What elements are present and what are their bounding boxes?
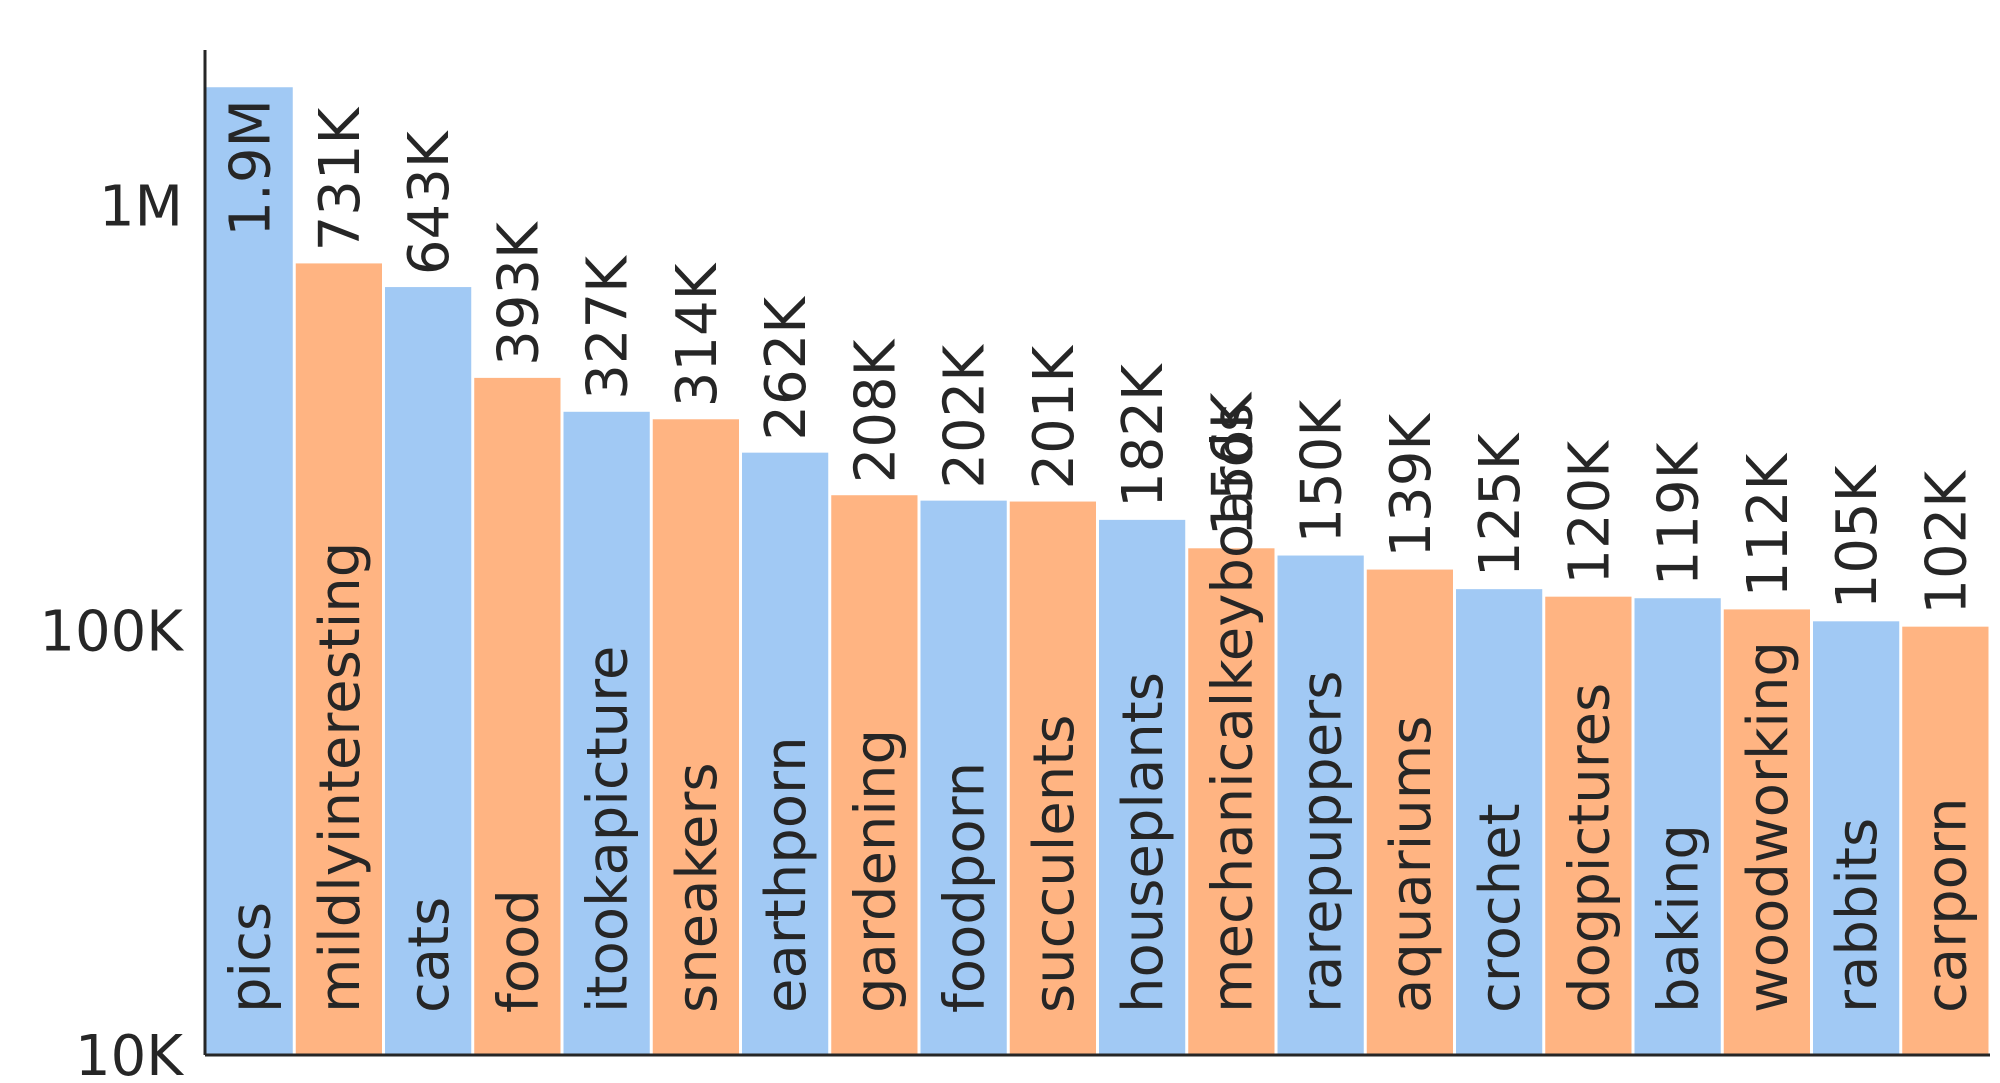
bar-sneakers — [652, 419, 739, 1055]
value-label-cats: 643K — [397, 130, 462, 275]
bar-gardening — [831, 495, 918, 1056]
value-label-earthporn: 262K — [754, 296, 819, 441]
category-label-baking: baking — [1647, 824, 1712, 1013]
value-label-crochet: 125K — [1468, 432, 1533, 577]
bar-aquariums — [1366, 569, 1453, 1055]
axes-layer: 1M 100K 10K — [39, 50, 1990, 1083]
bar-itookapicture — [563, 411, 650, 1055]
category-label-rarepuppers: rarepuppers — [1290, 671, 1355, 1013]
value-label-rabbits: 105K — [1825, 464, 1890, 609]
category-label-mechanicalkeyboards: mechanicalkeyboards — [1200, 403, 1265, 1013]
bar-rabbits — [1813, 621, 1900, 1055]
category-label-woodworking: woodworking — [1736, 641, 1801, 1013]
bar-houseplants — [1099, 519, 1186, 1055]
value-label-pics: 1.9M — [219, 99, 284, 236]
y-tick-label-10K: 10K — [75, 1024, 184, 1078]
y-tick-label-100K: 100K — [39, 599, 184, 664]
category-label-houseplants: houseplants — [1111, 672, 1176, 1013]
bar-succulents — [1009, 501, 1096, 1055]
bar-rarepuppers — [1277, 555, 1364, 1055]
category-label-itookapicture: itookapicture — [576, 646, 641, 1013]
category-label-pics: pics — [219, 902, 284, 1013]
category-label-rabbits: rabbits — [1825, 818, 1890, 1013]
category-label-crochet: crochet — [1468, 803, 1533, 1013]
category-label-gardening: gardening — [843, 729, 908, 1013]
category-label-succulents: succulents — [1022, 715, 1087, 1013]
category-label-sneakers: sneakers — [665, 762, 730, 1013]
value-label-aquariums: 139K — [1379, 413, 1444, 558]
bar-mechanicalkeyboards — [1188, 548, 1275, 1055]
bar-cats — [385, 287, 472, 1055]
bar-crochet — [1456, 589, 1543, 1055]
y-tick-label-1M: 1M — [99, 175, 183, 240]
bar-mildlyinteresting — [295, 263, 382, 1055]
category-label-food: food — [486, 889, 551, 1013]
value-label-rarepuppers: 150K — [1290, 399, 1355, 544]
bar-earthporn — [742, 452, 829, 1055]
category-label-cats: cats — [397, 897, 462, 1013]
value-label-woodworking: 112K — [1736, 453, 1801, 598]
category-label-dogpictures: dogpictures — [1557, 683, 1622, 1013]
value-label-itookapicture: 327K — [576, 255, 641, 400]
value-label-mildlyinteresting: 731K — [308, 107, 373, 252]
bar-baking — [1634, 598, 1721, 1055]
bar-carporn — [1902, 626, 1989, 1055]
bar-foodporn — [920, 500, 1007, 1055]
category-label-carporn: carporn — [1914, 798, 1979, 1013]
value-label-carporn: 102K — [1914, 470, 1979, 615]
value-label-food: 393K — [486, 221, 551, 366]
labels-layer: pics 1.9M mildlyinteresting 731K cats 643K foo… — [219, 99, 1980, 1013]
value-label-dogpictures: 120K — [1557, 440, 1622, 585]
category-label-earthporn: earthporn — [754, 736, 819, 1013]
value-label-houseplants: 182K — [1111, 363, 1176, 508]
value-label-foodporn: 202K — [933, 344, 998, 489]
bar-dogpictures — [1545, 596, 1632, 1055]
bar-woodworking — [1723, 609, 1810, 1055]
value-label-sneakers: 314K — [665, 262, 730, 407]
bars-layer — [206, 87, 1989, 1056]
category-label-aquariums: aquariums — [1379, 716, 1444, 1013]
category-label-foodporn: foodporn — [933, 762, 998, 1013]
value-label-succulents: 201K — [1022, 345, 1087, 490]
bar-food — [474, 377, 561, 1055]
value-label-gardening: 208K — [843, 338, 908, 483]
value-label-mechanicalkeyboards: 156K — [1200, 391, 1265, 536]
bar-pics — [206, 87, 293, 1056]
category-label-mildlyinteresting: mildlyinteresting — [308, 542, 373, 1013]
value-label-baking: 119K — [1647, 441, 1712, 586]
